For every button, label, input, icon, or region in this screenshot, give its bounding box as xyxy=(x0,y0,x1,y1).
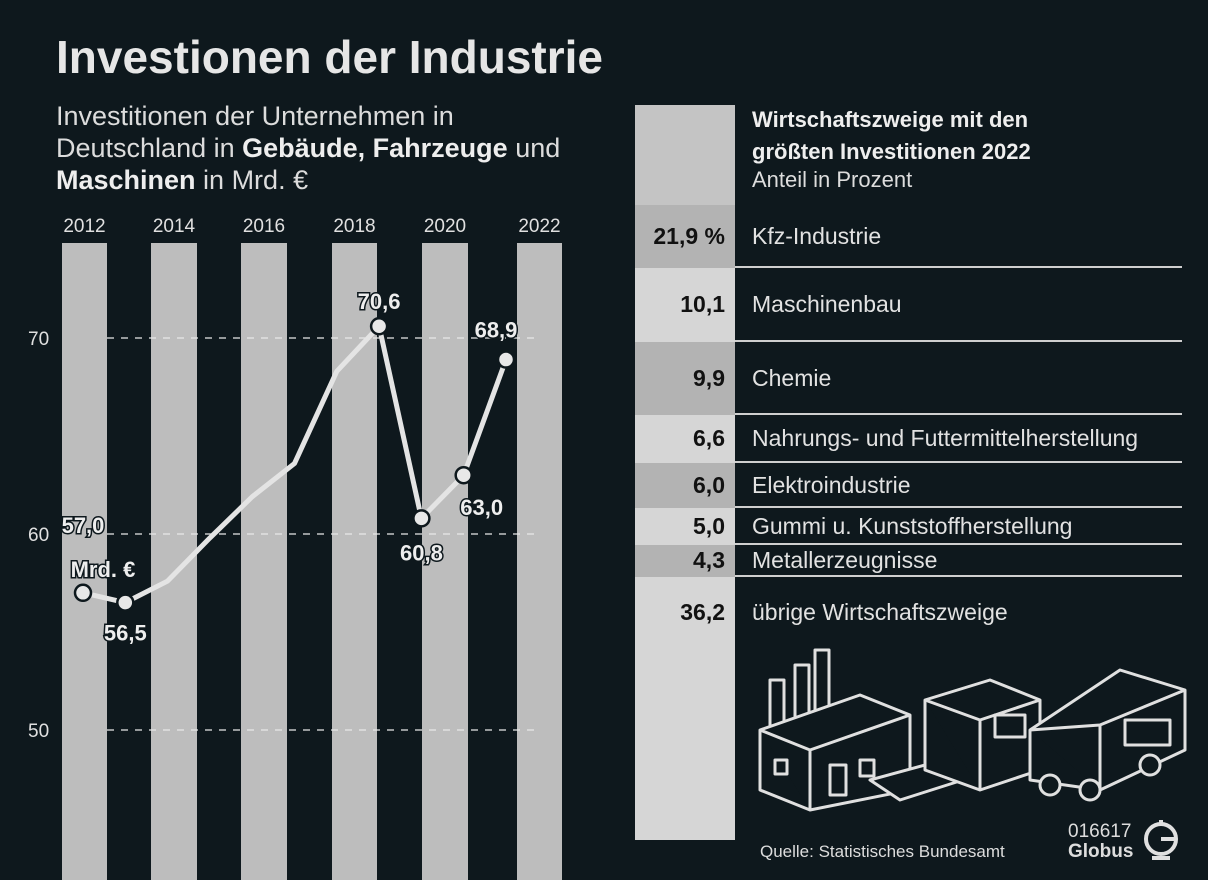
row-label: Gummi u. Kunststoffherstellung xyxy=(752,512,1073,539)
stack-segment xyxy=(635,268,735,342)
x-tick-label: 2020 xyxy=(424,216,466,237)
data-point xyxy=(73,583,93,603)
series-line xyxy=(82,323,509,606)
industry-illustration-icon xyxy=(758,648,1187,812)
data-label: 57,0 xyxy=(62,513,105,538)
table-row: 4,3 Metallerzeugnisse xyxy=(635,545,1182,577)
globus-logo-icon xyxy=(1144,820,1178,860)
graphic-code: 016617 xyxy=(1068,821,1132,842)
page-title: Investionen der Industrie xyxy=(56,31,603,83)
brand-name: Globus xyxy=(1068,841,1134,862)
table-row: 5,0 Gummi u. Kunststoffherstellung xyxy=(635,508,1182,545)
row-label: übrige Wirtschaftszweige xyxy=(752,599,1008,625)
data-point xyxy=(116,593,135,612)
table-title-line: größten Investitionen 2022 xyxy=(752,139,1031,164)
table-row: 21,9 % Kfz-Industrie xyxy=(635,205,1182,268)
x-tick-label: 2018 xyxy=(333,216,375,237)
y-tick-label: 70 xyxy=(28,329,49,350)
subtitle-text: und xyxy=(507,133,561,163)
stack-segment xyxy=(635,342,735,415)
row-value: 6,0 xyxy=(693,471,725,498)
year-band xyxy=(517,243,562,880)
row-value: 21,9 % xyxy=(653,222,725,249)
row-label: Nahrungs- und Futtermittelherstellung xyxy=(752,425,1139,451)
year-band xyxy=(62,243,107,880)
y-tick-label: 60 xyxy=(28,525,49,546)
row-value: 36,2 xyxy=(680,599,725,625)
subtitle-text: Deutschland in xyxy=(56,133,243,163)
y-tick-label: 50 xyxy=(28,721,49,742)
subtitle-bold: Maschinen xyxy=(56,165,196,195)
row-value: 6,6 xyxy=(693,425,725,451)
row-value: 10,1 xyxy=(680,291,725,317)
stack-segment xyxy=(635,508,735,545)
row-value: 5,0 xyxy=(693,512,725,539)
row-divider xyxy=(735,506,1182,508)
row-divider xyxy=(735,413,1182,415)
row-label: Elektroindustrie xyxy=(752,471,911,498)
row-label: Metallerzeugnisse xyxy=(752,547,938,573)
table-header: Wirtschaftszweige mit den größten Invest… xyxy=(752,104,1031,192)
data-label: 56,5 xyxy=(104,621,147,646)
row-divider xyxy=(735,461,1182,463)
table-row: 6,0 Elektroindustrie xyxy=(635,463,1182,508)
data-label: 60,8 xyxy=(400,540,443,565)
subtitle-text: in Mrd. € xyxy=(195,165,309,195)
data-label-unit: Mrd. € xyxy=(71,557,136,582)
row-label: Maschinenbau xyxy=(752,291,902,317)
row-label: Chemie xyxy=(752,364,832,391)
x-tick-label: 2012 xyxy=(63,216,105,237)
row-value: 4,3 xyxy=(693,547,725,573)
data-point xyxy=(369,316,389,336)
table-row: 36,2 übrige Wirtschaftszweige xyxy=(635,577,1182,649)
row-divider xyxy=(735,340,1182,342)
table-row: 10,1 Maschinenbau xyxy=(635,268,1182,342)
share-stack xyxy=(635,105,735,840)
stack-segment xyxy=(635,415,735,463)
table-row: 9,9 Chemie xyxy=(635,342,1182,415)
subtitle-bold: Gebäude, Fahrzeuge xyxy=(242,133,508,163)
source-note: Quelle: Statistisches Bundesamt xyxy=(760,842,1005,861)
data-point xyxy=(496,350,516,369)
year-band xyxy=(422,243,468,880)
row-divider xyxy=(735,575,1182,577)
data-label: 63,0 xyxy=(460,495,503,520)
subtitle-line: Investitionen der Unternehmen in xyxy=(56,101,454,131)
data-label: 70,6 xyxy=(358,289,401,314)
chart-subtitle: Investitionen der Unternehmen in Deutsch… xyxy=(56,100,616,196)
x-tick-label: 2022 xyxy=(518,216,560,237)
x-tick-label: 2016 xyxy=(243,216,285,237)
row-divider xyxy=(735,543,1182,545)
table-title-line: Wirtschaftszweige mit den xyxy=(752,107,1029,132)
data-point xyxy=(412,509,431,528)
data-point xyxy=(454,465,473,485)
stack-segment xyxy=(635,545,735,577)
stack-segment xyxy=(635,577,735,840)
data-label: 68,9 xyxy=(475,318,518,343)
row-divider xyxy=(735,266,1182,268)
table-row: 6,6 Nahrungs- und Futtermittelherstellun… xyxy=(635,415,1182,463)
row-label: Kfz-Industrie xyxy=(752,222,882,249)
table-subtitle: Anteil in Prozent xyxy=(752,167,913,192)
row-value: 9,9 xyxy=(693,364,725,391)
stack-segment xyxy=(635,463,735,508)
stack-segment xyxy=(635,205,735,268)
line-chart: 2012 2014 2016 2018 2020 2022 50 60 70 57,0 Mrd. €… xyxy=(28,216,562,880)
x-tick-label: 2014 xyxy=(153,216,196,237)
graphic-id: 016617 Globus xyxy=(1068,822,1133,862)
year-band xyxy=(241,243,287,880)
